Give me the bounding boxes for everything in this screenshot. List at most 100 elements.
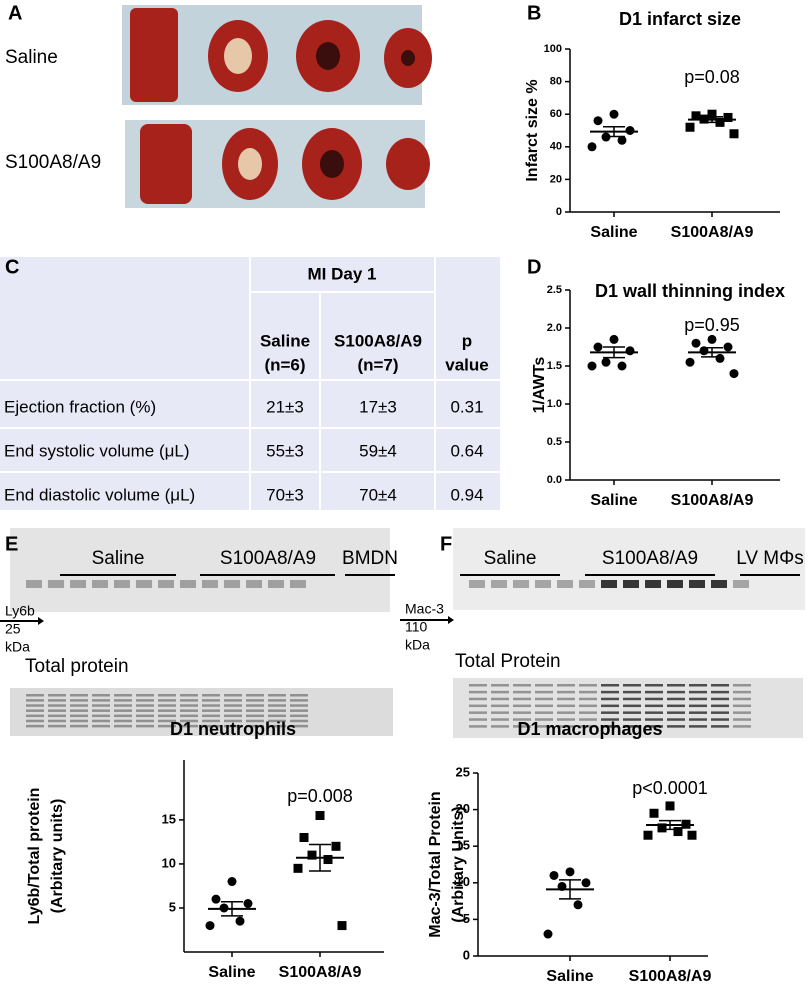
data-point [227,877,237,887]
protein-band [601,704,619,708]
protein-band [579,704,597,708]
blot-band [180,580,196,588]
blot-band [290,580,306,588]
chart-title: D1 neutrophils [170,719,296,739]
table-cell: 0.64 [450,441,483,460]
y-tick-label: 10 [456,874,470,889]
blot-band [601,580,617,588]
x-tick-label: Saline [208,964,255,981]
protein-band [623,690,641,694]
protein-band [689,725,707,728]
table-cell: 59±4 [359,441,397,460]
panel-letter: B [527,2,541,24]
panel-letter: E [5,533,18,555]
data-point [543,929,553,939]
size-label: 25 [5,621,21,637]
protein-band [268,699,286,702]
data-point [243,899,253,909]
y-tick-label: 80 [550,76,562,88]
blot-band [48,580,64,588]
protein-band [513,718,531,721]
chart-title: D1 macrophages [517,719,662,739]
protein-band [711,697,729,701]
protein-band [268,694,286,697]
protein-band [114,694,132,697]
protein-band [733,684,751,687]
protein-band [246,724,264,728]
size-label: 110 [405,619,428,635]
x-tick-label: Saline [590,224,637,241]
protein-band [224,709,242,712]
protein-band [158,719,176,723]
protein-band [92,694,110,697]
protein-band [26,714,44,718]
protein-band [202,724,220,728]
protein-band [180,724,198,728]
row-label: S100A8/A9 [5,152,101,173]
blot-band [202,580,218,588]
protein-band [70,724,88,728]
protein-band [513,725,531,728]
protein-band [623,711,641,714]
protein-band [535,684,553,687]
protein-band [623,697,641,701]
protein-band [667,704,685,708]
protein-band [268,719,286,723]
blot-band [645,580,661,588]
protein-band [70,699,88,702]
protein-band [491,704,509,708]
protein-band [557,718,575,721]
protein-band [70,719,88,723]
protein-band [535,718,553,721]
protein-band [290,709,308,712]
data-point [299,833,309,843]
y-axis-label: (Arbitary Units) [450,806,467,922]
blot-band [246,580,262,588]
protein-band [92,704,110,707]
data-point [685,357,695,367]
blot-band [733,580,749,588]
protein-band [180,709,198,712]
protein-band [579,718,597,721]
protein-band [202,704,220,707]
y-tick-label: 40 [550,141,562,153]
protein-band [70,704,88,707]
protein-band [623,704,641,708]
protein-band [513,704,531,708]
table-column-header: (n=7) [357,355,398,374]
protein-band [224,714,242,718]
data-point [331,841,341,851]
protein-band [202,719,220,723]
protein-band [48,694,66,697]
y-tick-label: 100 [544,43,562,55]
protein-band [601,690,619,694]
y-axis-label: Ly6b/Total protein [26,788,43,925]
blot-band [513,580,529,588]
blot-band [557,580,573,588]
y-tick-label: 0 [463,947,470,962]
protein-band [601,711,619,714]
table-grid [0,257,500,510]
blot-band [579,580,595,588]
blot-band [535,580,551,588]
arrow-head [38,616,454,625]
protein-band [469,718,487,721]
protein-band [667,711,685,714]
y-tick-label: 25 [456,764,470,779]
protein-band [290,719,308,723]
protein-band [689,684,707,687]
protein-band [579,697,597,701]
protein-band [290,694,308,697]
protein-band [26,694,44,697]
unit-label: kDa [405,637,430,653]
data-point [581,878,591,888]
protein-band [491,697,509,701]
protein-band [469,684,487,687]
blot-band [711,580,727,588]
protein-band [689,697,707,701]
y-tick-label: 1.0 [547,398,562,410]
table-group-header: MI Day 1 [308,264,377,283]
data-point [707,109,717,119]
data-point [587,361,597,371]
table-cell: 55±3 [266,441,304,460]
